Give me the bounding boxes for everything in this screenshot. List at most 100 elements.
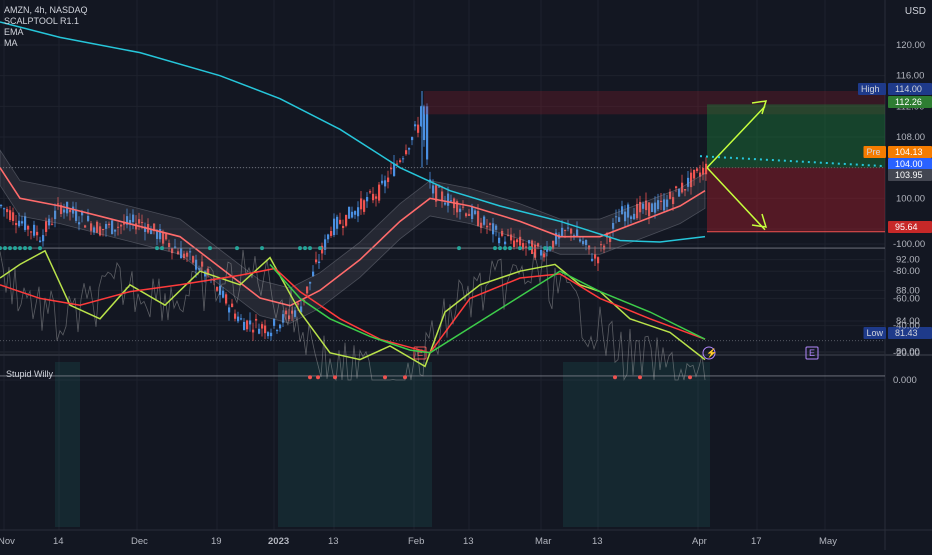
osc-signal-dot [0, 246, 2, 250]
dividend-event-icon[interactable]: ⚡ [703, 347, 717, 359]
osc-signal-dot [8, 246, 12, 250]
osc-overbought-dot [638, 375, 642, 379]
stop-badge-value: 95.64 [895, 222, 918, 232]
candle [216, 287, 218, 291]
candle [405, 150, 407, 154]
candle [249, 320, 251, 324]
candle [264, 326, 266, 334]
candle [240, 318, 242, 319]
candle [357, 207, 359, 216]
candle [597, 257, 599, 263]
osc-overbought-dot [383, 375, 387, 379]
candle [390, 168, 392, 169]
candle [51, 224, 53, 225]
candle [369, 191, 371, 192]
osc-tick-label: -20.00 [893, 348, 920, 359]
target-zone [707, 104, 885, 167]
candle [414, 124, 416, 126]
low-badge-label: Low [867, 328, 884, 338]
candle [693, 170, 695, 179]
candle [225, 294, 227, 303]
candle [417, 125, 419, 133]
osc-overbought-dot [688, 375, 692, 379]
stop-badge: 95.64 [888, 221, 932, 233]
candle [516, 239, 518, 242]
candle [15, 223, 17, 225]
candle [372, 194, 374, 200]
osc-signal-dot [303, 246, 307, 250]
candle [351, 212, 353, 218]
svg-text:⚡: ⚡ [706, 347, 717, 359]
osc-tick-label: -80.00 [893, 266, 920, 277]
osc-signal-dot [208, 246, 212, 250]
osc-overbought-dot [308, 375, 312, 379]
osc-tick-label: -40.00 [893, 321, 920, 332]
candle [333, 219, 335, 235]
candle [27, 226, 29, 230]
candle [237, 317, 239, 322]
time-tick-label: Apr [692, 536, 707, 547]
candle [18, 221, 20, 226]
candle [330, 231, 332, 236]
time-tick-label: 13 [463, 536, 474, 547]
osc-overbought-dot [613, 375, 617, 379]
candle [594, 254, 596, 258]
time-tick-label: Mar [535, 536, 551, 547]
osc-signal-dot [260, 246, 264, 250]
oscillator-title[interactable]: Stupid Willy [6, 369, 53, 379]
candle [339, 220, 341, 224]
candle [279, 325, 281, 329]
time-tick-label: 17 [751, 536, 762, 547]
last-price-badge: 104.00 [888, 158, 932, 170]
target-badge: 112.26 [888, 96, 932, 108]
time-tick-label: Nov [0, 536, 15, 547]
osc-signal-dot [318, 246, 322, 250]
osc-signal-dot [160, 246, 164, 250]
indicator-scalptool-label[interactable]: SCALPTOOL R1.1 [4, 16, 88, 27]
price-tick-label: 92.00 [896, 255, 920, 266]
candle [252, 330, 254, 333]
candle [3, 208, 5, 209]
prev-close-badge-value: 103.95 [895, 170, 923, 180]
candle [540, 250, 542, 256]
candle [318, 262, 320, 263]
osc-signal-dot [503, 246, 507, 250]
osc-signal-dot [543, 246, 547, 250]
time-tick-label: 19 [211, 536, 222, 547]
candle [375, 196, 377, 198]
time-tick-label: May [819, 536, 837, 547]
prev-close-badge: 103.95 [888, 169, 932, 181]
candle [45, 221, 47, 232]
indicator-ma-label[interactable]: MA [4, 38, 88, 49]
symbol-label[interactable]: AMZN, 4h, NASDAQ [4, 5, 88, 16]
high-badge-label: High [861, 84, 880, 94]
osc-signal-dot [528, 246, 532, 250]
candle [228, 307, 230, 312]
osc-signal-dot [155, 246, 159, 250]
price-tick-label: 100.00 [896, 193, 925, 204]
candle [591, 259, 593, 261]
candle [342, 226, 344, 228]
candle [378, 185, 380, 201]
indicator-ema-label[interactable]: EMA [4, 27, 88, 38]
osc-signal-dot [23, 246, 27, 250]
candle [363, 200, 365, 212]
candle [504, 242, 506, 245]
candle [243, 322, 245, 330]
pre-market-badge-value: 104.13 [895, 147, 923, 157]
candle [327, 234, 329, 239]
time-tick-label: 13 [328, 536, 339, 547]
osc-tick-label: -60.00 [893, 293, 920, 304]
candle [30, 232, 32, 233]
currency-label[interactable]: USD [905, 6, 926, 17]
osc-signal-dot [38, 246, 42, 250]
osc-signal-dot [13, 246, 17, 250]
price-tick-label: 108.00 [896, 132, 925, 143]
candle [366, 197, 368, 201]
osc-tick-label: 0.000 [893, 375, 917, 386]
candle [273, 319, 275, 326]
candle [525, 246, 527, 247]
